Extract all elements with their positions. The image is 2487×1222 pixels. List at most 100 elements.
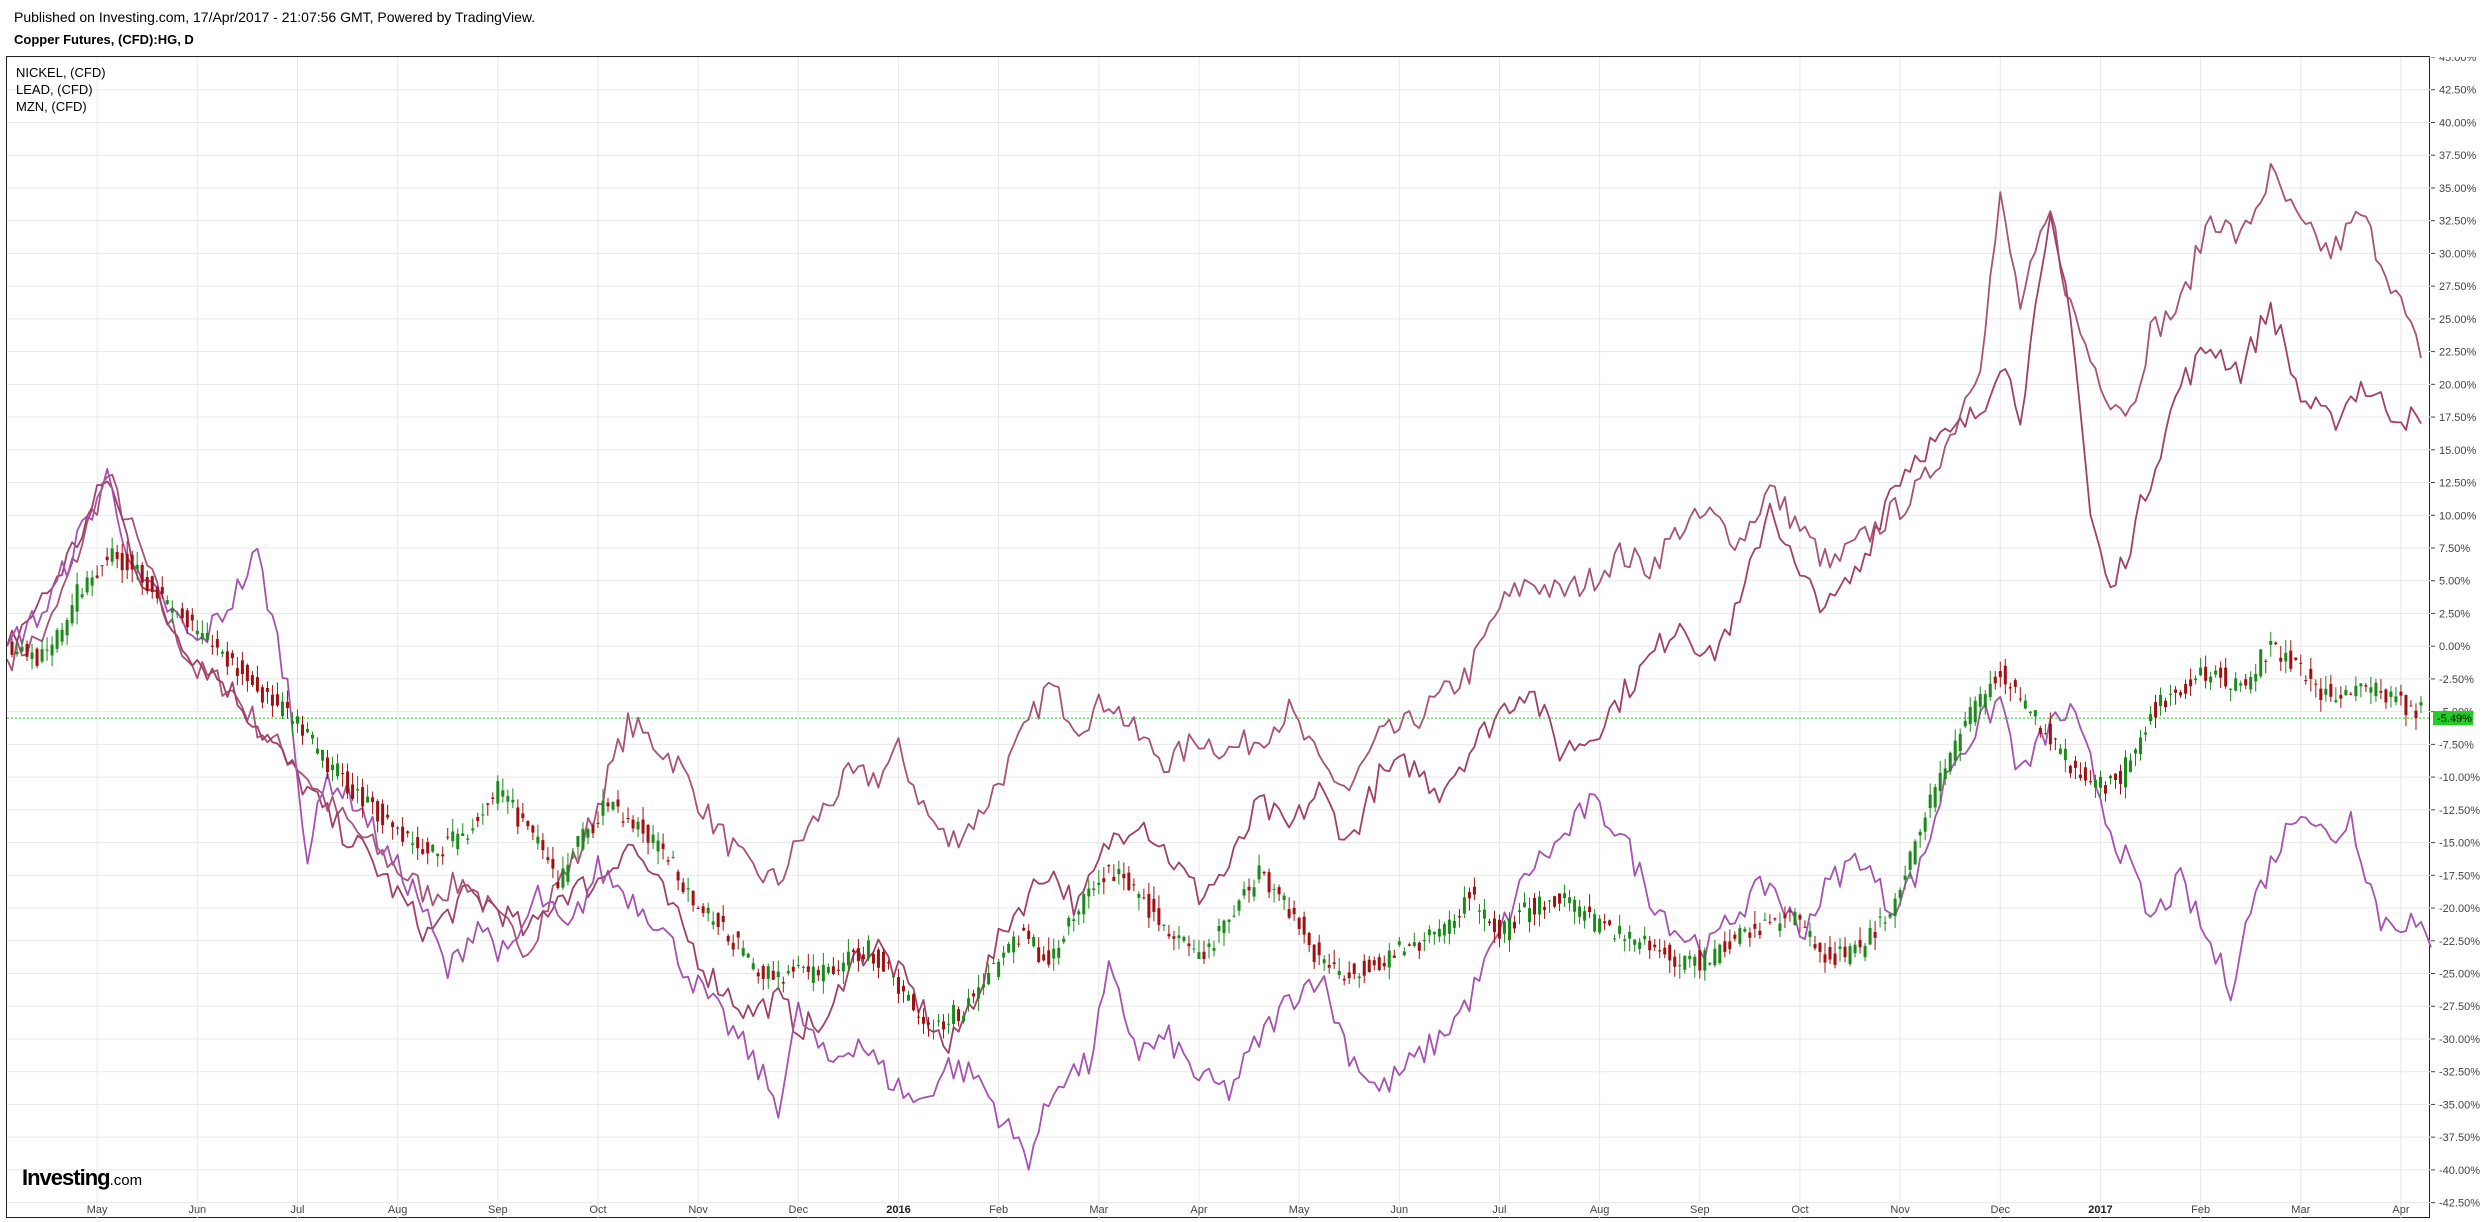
candle-body <box>1713 948 1717 966</box>
candle-body <box>1668 944 1672 961</box>
candle-body <box>1392 955 1396 958</box>
candle-body <box>1548 900 1552 902</box>
candle-body <box>2279 657 2283 662</box>
candle-body <box>381 803 385 826</box>
candle-body <box>1968 706 1972 725</box>
candle-body <box>2419 702 2423 706</box>
legend-item-nickel[interactable]: NICKEL, (CFD) <box>16 65 106 80</box>
candle-body <box>1998 671 2002 678</box>
candle-body <box>120 552 124 571</box>
candle-body <box>361 787 365 807</box>
candle-body <box>1563 893 1567 899</box>
candle-body <box>2329 683 2333 697</box>
y-tick-label: -12.50% <box>2439 805 2480 817</box>
candle-body <box>185 610 189 628</box>
candle-body <box>371 797 375 803</box>
candle-body <box>240 660 244 675</box>
candle-body <box>551 858 555 869</box>
candle-body <box>992 963 996 965</box>
candle-body <box>1658 950 1662 952</box>
x-tick-label: Sep <box>488 1204 508 1216</box>
candle-body <box>496 781 500 804</box>
candle-body <box>2234 678 2238 691</box>
y-tick-label: 20.00% <box>2439 379 2477 391</box>
candle-body <box>2274 642 2278 645</box>
legend-item-lead[interactable]: LEAD, (CFD) <box>16 82 93 97</box>
candle-body <box>711 921 715 925</box>
legend-item-mzn[interactable]: MZN, (CFD) <box>16 99 87 114</box>
y-tick-label: 15.00% <box>2439 445 2477 457</box>
candle-body <box>85 577 89 593</box>
candle-body <box>2244 679 2248 686</box>
y-tick-label: -32.50% <box>2439 1067 2480 1079</box>
candle-body <box>1137 894 1141 898</box>
candle-body <box>1047 950 1051 965</box>
candle-body <box>1648 940 1652 951</box>
candle-body <box>591 825 595 834</box>
x-tick-label: May <box>1289 1204 1310 1216</box>
candle-body <box>2033 710 2037 717</box>
candle-body <box>1027 930 1031 939</box>
candle-body <box>1688 955 1692 960</box>
candle-body <box>601 800 605 816</box>
candle-body <box>75 584 79 612</box>
candle-body <box>376 801 380 822</box>
candle-body <box>2204 666 2208 681</box>
candle-body <box>225 651 229 667</box>
candle-body <box>426 842 430 854</box>
y-tick-label: 40.00% <box>2439 117 2477 129</box>
candle-body <box>1633 939 1637 945</box>
candle-body <box>321 749 325 761</box>
candle-body <box>205 632 209 641</box>
candle-body <box>1833 953 1837 965</box>
candle-body <box>1192 948 1196 950</box>
candle-body <box>391 822 395 828</box>
investing-logo[interactable]: Investing.com <box>22 1165 142 1191</box>
candle-body <box>1357 976 1361 979</box>
candle-body <box>2259 649 2263 677</box>
candle-body <box>1387 950 1391 968</box>
candle-body <box>2073 760 2077 768</box>
candle-body <box>2249 677 2253 690</box>
candle-body <box>962 1015 966 1022</box>
candle-body <box>1097 882 1101 886</box>
chart-svg[interactable]: 45.00% 42.50% 40.00% 37.50% 35.00% 32.50% 30.0… <box>7 57 2487 1219</box>
candle-body <box>1588 906 1592 913</box>
candle-body <box>982 984 986 988</box>
candle-body <box>1517 910 1521 913</box>
candle-body <box>2018 698 2022 700</box>
candle-body <box>1422 940 1426 942</box>
candle-body <box>896 977 900 994</box>
candle-body <box>1092 888 1096 891</box>
candle-body <box>245 664 249 681</box>
candle-body <box>581 828 585 850</box>
x-tick-label: Jul <box>290 1204 304 1216</box>
candle-body <box>1768 921 1772 923</box>
y-tick-label: 10.00% <box>2439 510 2477 522</box>
y-tick-label: 45.00% <box>2439 57 2477 64</box>
candle-body <box>721 915 725 923</box>
candle-body <box>2334 700 2338 703</box>
candle-body <box>300 724 304 736</box>
candle-body <box>1728 941 1732 950</box>
candle-body <box>997 961 1001 977</box>
candle-body <box>1558 893 1562 904</box>
candle-body <box>1042 954 1046 961</box>
candle-body <box>1462 897 1466 914</box>
candle-body <box>1347 972 1351 979</box>
candle-body <box>781 982 785 984</box>
candle-body <box>2409 705 2413 707</box>
candle-body <box>2118 770 2122 784</box>
candle-body <box>1583 911 1587 921</box>
candle-body <box>436 853 440 857</box>
candle-body <box>115 551 119 559</box>
candle-body <box>1442 924 1446 936</box>
candle-body <box>1432 931 1436 935</box>
candle-body <box>1127 872 1131 891</box>
candle-body <box>861 954 865 960</box>
candle-body <box>676 871 680 881</box>
candle-body <box>791 966 795 972</box>
y-tick-label: -25.00% <box>2439 969 2480 981</box>
x-tick-label: Nov <box>688 1204 708 1216</box>
candle-body <box>1342 978 1346 981</box>
